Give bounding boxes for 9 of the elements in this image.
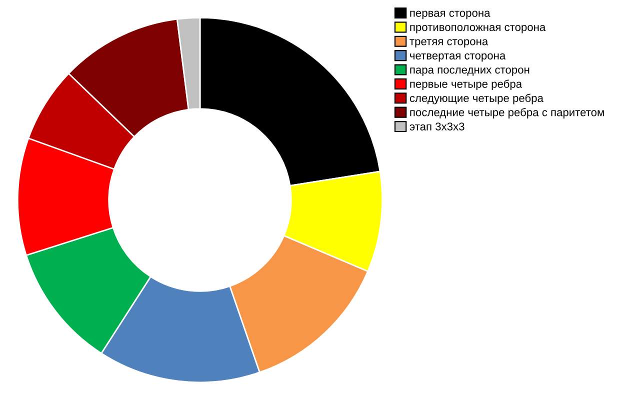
legend-label: противоположная сторона — [410, 24, 546, 34]
legend-label: этап 3x3x3 — [410, 122, 464, 130]
legend-label: четвертая сторона — [410, 53, 506, 62]
legend-label: первая сторона — [410, 10, 490, 20]
legend-label: третяя сторона — [410, 39, 488, 48]
legend-label: следующие четыре ребра — [410, 94, 544, 104]
legend-label: первые четыре ребра — [410, 80, 522, 90]
legend-label: последние четыре ребра с паритетом — [410, 108, 604, 118]
legend-label: пара последних сторон — [410, 68, 530, 76]
